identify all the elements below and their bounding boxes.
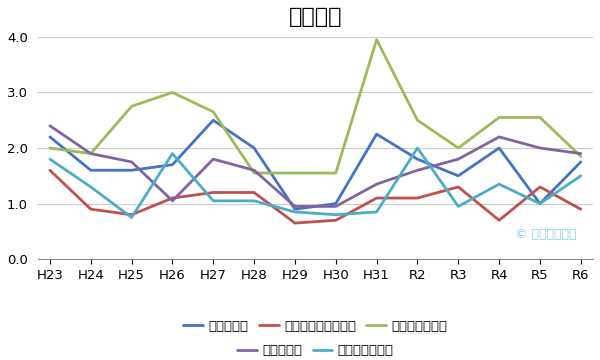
電子情報工学科 — [536, 115, 544, 120]
電子情報工学科 — [87, 152, 94, 156]
電子情報工学科 — [128, 104, 135, 108]
電子情報工学科 — [251, 171, 258, 175]
電子メディア工学科 — [46, 168, 53, 172]
物質工学科 — [496, 135, 503, 139]
物質工学科 — [128, 160, 135, 164]
環境都市工学科 — [209, 199, 217, 203]
環境都市工学科 — [292, 210, 299, 214]
Line: 機械工学科: 機械工学科 — [50, 120, 581, 209]
Text: © 高専受験計画: © 高専受験計画 — [515, 228, 577, 242]
環境都市工学科 — [496, 182, 503, 186]
電子メディア工学科 — [496, 218, 503, 222]
物質工学科 — [373, 182, 380, 186]
環境都市工学科 — [373, 210, 380, 214]
電子メディア工学科 — [292, 221, 299, 225]
Line: 環境都市工学科: 環境都市工学科 — [50, 148, 581, 217]
環境都市工学科 — [332, 212, 340, 217]
物質工学科 — [169, 199, 176, 203]
機械工学科 — [496, 146, 503, 150]
機械工学科 — [536, 202, 544, 206]
環境都市工学科 — [251, 199, 258, 203]
機械工学科 — [87, 168, 94, 172]
物質工学科 — [209, 157, 217, 161]
機械工学科 — [169, 162, 176, 167]
機械工学科 — [46, 135, 53, 139]
機械工学科 — [414, 157, 421, 161]
機械工学科 — [292, 207, 299, 211]
電子メディア工学科 — [128, 212, 135, 217]
物質工学科 — [292, 204, 299, 208]
環境都市工学科 — [169, 152, 176, 156]
電子情報工学科 — [414, 118, 421, 122]
環境都市工学科 — [128, 215, 135, 220]
機械工学科 — [128, 168, 135, 172]
電子メディア工学科 — [414, 196, 421, 200]
Line: 電子メディア工学科: 電子メディア工学科 — [50, 170, 581, 223]
電子情報工学科 — [46, 146, 53, 150]
物質工学科 — [87, 152, 94, 156]
電子情報工学科 — [169, 90, 176, 95]
電子メディア工学科 — [332, 218, 340, 222]
物質工学科 — [414, 168, 421, 172]
環境都市工学科 — [46, 157, 53, 161]
環境都市工学科 — [87, 185, 94, 189]
Line: 電子情報工学科: 電子情報工学科 — [50, 40, 581, 173]
物質工学科 — [577, 152, 584, 156]
電子情報工学科 — [455, 146, 462, 150]
機械工学科 — [251, 146, 258, 150]
環境都市工学科 — [536, 202, 544, 206]
機械工学科 — [332, 202, 340, 206]
電子情報工学科 — [209, 110, 217, 114]
電子メディア工学科 — [169, 196, 176, 200]
電子情報工学科 — [373, 37, 380, 42]
電子メディア工学科 — [373, 196, 380, 200]
物質工学科 — [332, 204, 340, 208]
環境都市工学科 — [577, 174, 584, 178]
環境都市工学科 — [455, 204, 462, 208]
電子メディア工学科 — [577, 207, 584, 211]
機械工学科 — [373, 132, 380, 136]
電子メディア工学科 — [251, 190, 258, 195]
電子メディア工学科 — [209, 190, 217, 195]
電子メディア工学科 — [87, 207, 94, 211]
機械工学科 — [455, 174, 462, 178]
電子情報工学科 — [496, 115, 503, 120]
電子メディア工学科 — [455, 185, 462, 189]
機械工学科 — [209, 118, 217, 122]
Legend: 物質工学科, 環境都市工学科: 物質工学科, 環境都市工学科 — [232, 339, 399, 360]
物質工学科 — [46, 123, 53, 128]
Title: 学力選抜: 学力選抜 — [289, 7, 342, 27]
物質工学科 — [455, 157, 462, 161]
電子メディア工学科 — [536, 185, 544, 189]
物質工学科 — [251, 168, 258, 172]
電子情報工学科 — [332, 171, 340, 175]
環境都市工学科 — [414, 146, 421, 150]
機械工学科 — [577, 160, 584, 164]
Line: 物質工学科: 物質工学科 — [50, 126, 581, 206]
物質工学科 — [536, 146, 544, 150]
電子情報工学科 — [292, 171, 299, 175]
電子情報工学科 — [577, 154, 584, 158]
